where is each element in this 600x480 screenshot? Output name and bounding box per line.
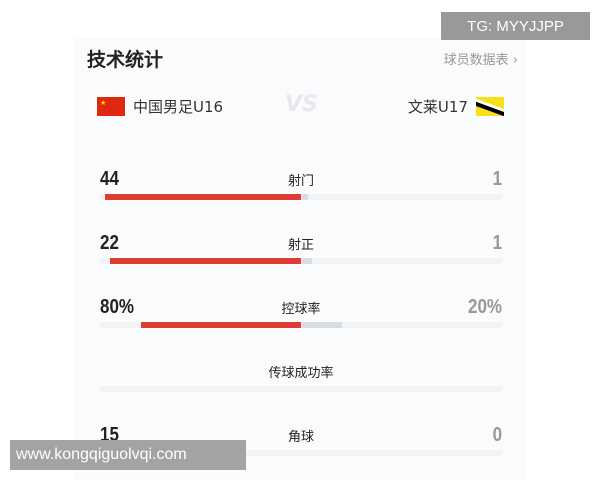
away-bar bbox=[302, 322, 342, 328]
page-title: 技术统计 bbox=[87, 49, 164, 71]
stat-label: 射门 bbox=[287, 174, 314, 189]
away-team-name: 文莱U17 bbox=[407, 98, 468, 116]
stat-label: 传球成功率 bbox=[268, 366, 334, 381]
stat-label: 控球率 bbox=[281, 302, 321, 317]
home-bar bbox=[141, 322, 301, 328]
away-value: 1 bbox=[492, 232, 502, 254]
vs-label: VS bbox=[285, 92, 318, 117]
home-value: 22 bbox=[100, 232, 119, 254]
china-flag-icon bbox=[97, 97, 125, 116]
away-value: 20% bbox=[467, 296, 502, 318]
away-bar bbox=[302, 194, 308, 200]
home-value: 80% bbox=[100, 296, 135, 318]
away-value: 0 bbox=[492, 424, 502, 446]
watermark-top: TG: MYYJJPP bbox=[441, 12, 590, 40]
stat-track bbox=[100, 258, 502, 264]
stat-label: 角球 bbox=[287, 430, 314, 445]
home-bar bbox=[109, 258, 301, 264]
away-value: 1 bbox=[492, 168, 502, 190]
away-bar bbox=[302, 258, 312, 264]
home-bar bbox=[105, 194, 301, 200]
brunei-flag-icon bbox=[476, 97, 504, 116]
stat-track bbox=[100, 194, 502, 200]
stat-track bbox=[100, 450, 502, 456]
stat-label: 射正 bbox=[287, 238, 314, 253]
watermark-bottom: www.kongqiguolvqi.com bbox=[10, 440, 246, 470]
home-value: 44 bbox=[100, 168, 119, 190]
stat-track bbox=[100, 322, 502, 328]
away-team: 文莱U17 bbox=[408, 96, 504, 117]
home-team: 中国男足U16 bbox=[97, 96, 223, 117]
stat-track bbox=[100, 386, 502, 392]
home-team-name: 中国男足U16 bbox=[133, 98, 224, 116]
player-table-link[interactable]: 球员数据表 › bbox=[443, 53, 518, 68]
